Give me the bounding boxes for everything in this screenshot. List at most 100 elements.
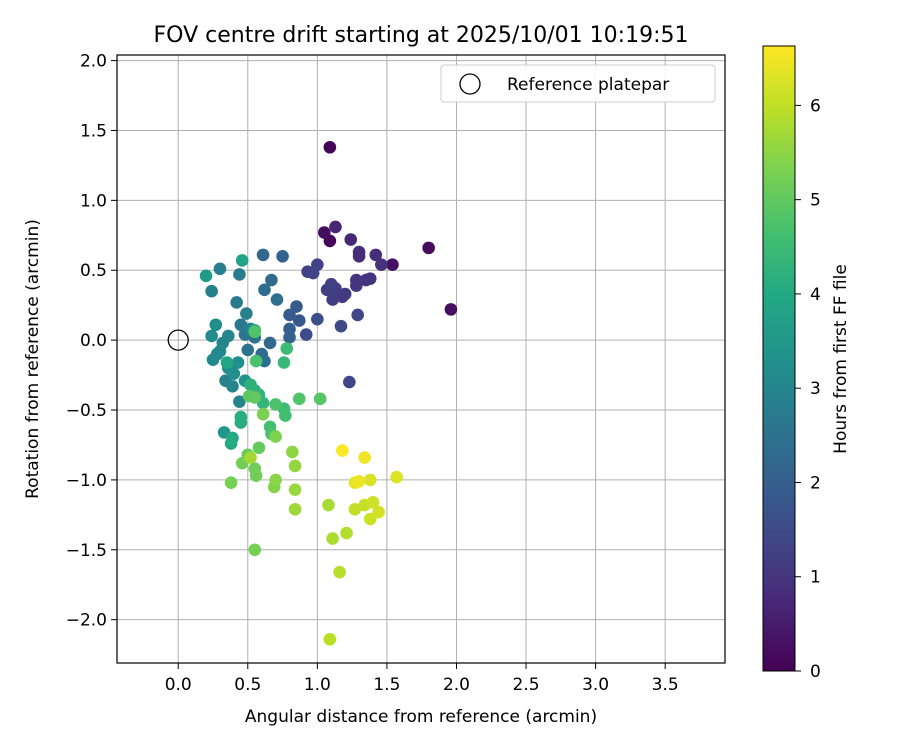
- colorbar-tick-label: 2: [810, 473, 821, 493]
- data-point: [230, 296, 243, 309]
- data-point: [249, 469, 263, 483]
- data-point: [292, 392, 306, 406]
- data-point: [220, 356, 234, 369]
- data-point: [386, 258, 399, 271]
- data-point: [265, 273, 278, 287]
- data-point: [286, 445, 299, 459]
- colorbar-ticks: 0 1 2 3 4 5 6: [795, 96, 821, 682]
- data-point: [263, 336, 277, 350]
- data-point: [363, 473, 377, 487]
- data-point: [252, 441, 266, 455]
- y-tick-label: 0.5: [80, 261, 107, 281]
- y-tick-label: 0.0: [80, 331, 107, 351]
- data-point: [444, 303, 458, 316]
- data-point: [366, 495, 380, 509]
- data-point: [372, 505, 385, 519]
- data-point: [227, 367, 241, 380]
- x-tick-label: 3.0: [582, 675, 609, 695]
- data-point: [283, 308, 296, 322]
- data-point: [326, 532, 339, 545]
- colorbar-tick-label: 4: [810, 285, 821, 305]
- data-point: [334, 319, 348, 333]
- colorbar: 0 1 2 3 4 5 6 Hours from first FF file: [762, 45, 851, 682]
- data-point: [234, 318, 248, 332]
- y-tick-label: −2.0: [66, 611, 107, 631]
- x-tick-label: 3.5: [652, 675, 679, 695]
- x-axis-label: Angular distance from reference (arcmin): [245, 707, 597, 727]
- data-point: [326, 293, 339, 306]
- data-point: [348, 502, 362, 516]
- data-point: [344, 233, 358, 246]
- data-point: [358, 451, 371, 464]
- data-point: [292, 314, 306, 327]
- data-point: [205, 329, 218, 343]
- colorbar-tick-label: 1: [810, 568, 821, 588]
- data-point: [288, 459, 302, 473]
- data-point: [270, 293, 284, 306]
- y-tick-label: 1.5: [80, 121, 107, 141]
- legend: Reference platepar: [440, 64, 716, 103]
- data-point: [233, 268, 246, 281]
- data-point: [258, 283, 271, 297]
- chart-title: FOV centre drift starting at 2025/10/01 …: [154, 23, 689, 48]
- data-point: [213, 262, 227, 276]
- data-point: [340, 526, 353, 540]
- data-point: [323, 632, 337, 646]
- scatter-points: [199, 140, 458, 646]
- data-point: [279, 409, 292, 422]
- data-point: [256, 407, 270, 421]
- colorbar-tick-label: 5: [810, 191, 821, 211]
- colorbar-gradient: [762, 45, 796, 672]
- colorbar-tick-label: 6: [810, 96, 821, 116]
- colorbar-tick-label: 3: [810, 379, 821, 399]
- data-point: [338, 287, 352, 301]
- data-point: [213, 345, 227, 358]
- data-point: [248, 543, 262, 557]
- data-point: [322, 498, 335, 512]
- data-point: [224, 476, 238, 489]
- data-point: [233, 395, 246, 408]
- data-point: [336, 444, 349, 457]
- data-point: [209, 318, 223, 332]
- legend-reference-marker: [459, 73, 481, 95]
- data-point: [249, 354, 263, 368]
- data-point: [248, 325, 262, 339]
- x-tick-label: 2.5: [513, 675, 540, 695]
- x-tick-label: 2.0: [443, 675, 470, 695]
- data-point: [244, 451, 257, 464]
- data-point: [206, 353, 220, 366]
- colorbar-label: Hours from first FF file: [831, 264, 851, 454]
- data-point: [240, 307, 253, 320]
- data-point: [226, 379, 239, 393]
- y-tick-label: −1.0: [66, 471, 107, 491]
- data-point: [276, 249, 289, 263]
- data-point: [288, 502, 302, 516]
- x-tick-label: 1.5: [373, 675, 400, 695]
- x-tick-label: 1.0: [304, 675, 331, 695]
- data-point: [323, 140, 337, 154]
- plot-area-frame: [116, 54, 726, 664]
- y-tick-label: 1.0: [80, 191, 107, 211]
- data-point: [306, 266, 320, 280]
- data-point: [235, 254, 249, 267]
- reference-marker-group: [167, 329, 189, 351]
- data-point: [199, 269, 213, 283]
- data-point: [318, 226, 331, 239]
- data-point: [224, 437, 238, 450]
- data-point: [352, 474, 366, 488]
- data-point: [311, 312, 324, 326]
- data-point: [333, 565, 346, 579]
- data-point: [231, 356, 245, 369]
- data-point: [363, 272, 377, 285]
- data-point: [269, 473, 282, 487]
- reference-platepar-marker: [167, 329, 189, 351]
- y-tick-label: −1.5: [66, 541, 107, 561]
- data-point: [350, 279, 363, 292]
- data-point: [290, 300, 303, 313]
- data-point: [241, 343, 255, 357]
- data-point: [313, 392, 327, 406]
- x-tick-label: 0.5: [234, 675, 261, 695]
- legend-box: [440, 64, 716, 103]
- data-point: [277, 356, 291, 369]
